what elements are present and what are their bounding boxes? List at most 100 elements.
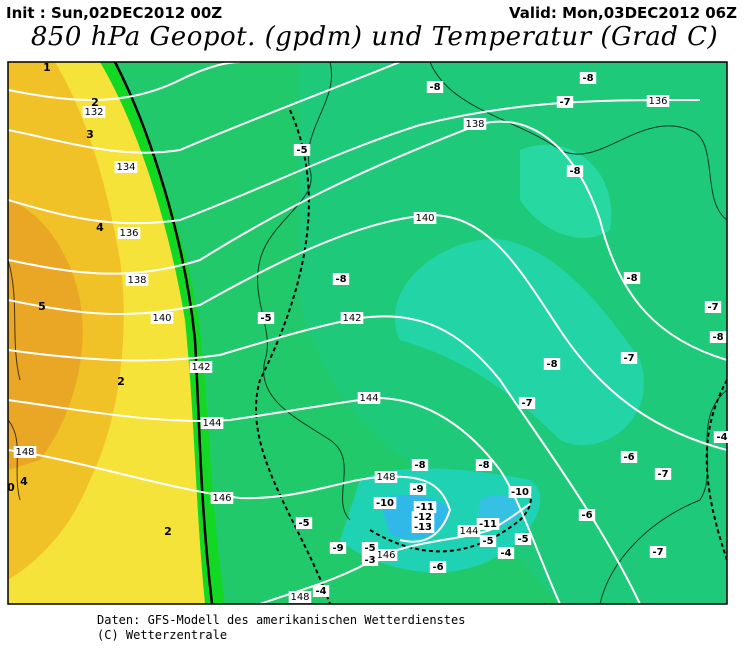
- geopotential-label-group: 138: [463, 118, 487, 130]
- temperature-label: -8: [429, 82, 440, 93]
- temperature-label: -9: [332, 543, 343, 554]
- geopotential-label: 148: [290, 592, 309, 603]
- temperature-label-group: -5: [293, 144, 311, 156]
- isotherm-label-group: 1: [43, 61, 51, 74]
- temperature-label-box: [713, 431, 731, 443]
- temperature-label-box: [654, 468, 672, 480]
- temperature-label: -5: [517, 534, 528, 545]
- temperature-label-box: [475, 459, 493, 471]
- temperature-label: -5: [296, 145, 307, 156]
- temperature-label-group: -13: [411, 521, 435, 533]
- temperature-label-group: -12: [411, 511, 435, 523]
- temperature-label-box: [566, 165, 584, 177]
- temperature-label: -8: [712, 332, 723, 343]
- temperature-label: -6: [581, 510, 592, 521]
- temperature-label-group: -4: [713, 431, 731, 443]
- geopotential-label-group: 136: [646, 95, 670, 107]
- geopotential-label: 148: [15, 447, 34, 458]
- temperature-label-group: -5: [295, 517, 313, 529]
- temperature-label: -7: [652, 547, 663, 558]
- geopotential-label-group: 138: [125, 274, 149, 286]
- geopotential-label-box: [457, 525, 481, 537]
- temperature-label-group: -6: [620, 451, 638, 463]
- temperature-label-box: [709, 331, 727, 343]
- temperature-label: -5: [364, 543, 375, 554]
- geopotential-label-group: 132: [82, 106, 106, 118]
- geopotential-label: 140: [415, 213, 434, 224]
- geopotential-label: 134: [116, 162, 135, 173]
- geopotential-label: 132: [84, 107, 103, 118]
- isotherm-label-group: 4: [20, 475, 28, 488]
- temperature-label: -6: [432, 562, 443, 573]
- geopotential-label-box: [288, 591, 312, 603]
- temperature-label-group: -5: [257, 312, 275, 324]
- temperature-label: -10: [376, 498, 394, 509]
- temperature-label-box: [579, 72, 597, 84]
- isotherm-label: 2: [164, 525, 172, 538]
- temperature-label: -8: [569, 166, 580, 177]
- isotherm-label: 4: [96, 221, 104, 234]
- geopotential-label-group: 142: [189, 361, 213, 373]
- temperature-label: -3: [364, 555, 375, 566]
- geopotential-label-group: 148: [374, 471, 398, 483]
- temperature-label: -8: [414, 460, 425, 471]
- temperature-label: -9: [412, 484, 423, 495]
- geopotential-label-group: 140: [413, 212, 437, 224]
- temperature-label-box: [426, 81, 444, 93]
- geopotential-label-box: [117, 227, 141, 239]
- geopotential-label-group: 142: [340, 312, 364, 324]
- isotherm-label-group: 3: [86, 128, 94, 141]
- temperature-label-group: -7: [556, 96, 574, 108]
- temperature-label-box: [312, 585, 330, 597]
- temperature-label-box: [332, 273, 350, 285]
- geopotential-label: 138: [465, 119, 484, 130]
- temperature-label-box: [413, 501, 437, 513]
- temperature-label: -11: [479, 519, 497, 530]
- isotherm-label: 4: [20, 475, 28, 488]
- geopotential-label-box: [125, 274, 149, 286]
- temperature-label-box: [578, 509, 596, 521]
- temperature-label-group: -4: [312, 585, 330, 597]
- temperature-label-group: -10: [373, 497, 397, 509]
- geopotential-label: 148: [376, 472, 395, 483]
- init-time: Init : Sun,02DEC2012 00Z: [6, 4, 223, 22]
- temperature-label: -4: [315, 586, 326, 597]
- temperature-label: -8: [478, 460, 489, 471]
- geopotential-label-box: [413, 212, 437, 224]
- geopotential-label-group: 140: [150, 312, 174, 324]
- temperature-label-group: -4: [497, 547, 515, 559]
- temperature-label: -7: [707, 302, 718, 313]
- geopotential-label: 136: [648, 96, 667, 107]
- isotherm-label-group: 0: [7, 481, 15, 494]
- geopotential-label-group: 144: [357, 392, 381, 404]
- temperature-label-box: [373, 497, 397, 509]
- geopotential-label-group: 144: [457, 525, 481, 537]
- temperature-label-box: [361, 554, 379, 566]
- geopotential-label-group: 136: [117, 227, 141, 239]
- geopotential-label-box: [374, 549, 398, 561]
- geopotential-label: 144: [359, 393, 378, 404]
- geopotential-label-box: [646, 95, 670, 107]
- temperature-label: -7: [623, 353, 634, 364]
- temperature-label-box: [620, 352, 638, 364]
- temperature-label-group: -5: [361, 542, 379, 554]
- temperature-label-box: [704, 301, 722, 313]
- isotherm-label-group: 5: [38, 300, 46, 313]
- isotherm-label-group: 2: [117, 375, 125, 388]
- temperature-label-group: -8: [566, 165, 584, 177]
- temperature-label-group: -6: [429, 561, 447, 573]
- isotherm-label: 3: [86, 128, 94, 141]
- temperature-label-box: [508, 486, 532, 498]
- geopotential-label: 144: [459, 526, 478, 537]
- temperature-label: -8: [335, 274, 346, 285]
- temperature-label-box: [518, 397, 536, 409]
- temperature-label-group: -7: [704, 301, 722, 313]
- geopotential-label-box: [114, 161, 138, 173]
- temperature-label-box: [623, 272, 641, 284]
- geopotential-label: 144: [202, 418, 221, 429]
- temperature-label-group: -8: [709, 331, 727, 343]
- temperature-label: -8: [626, 273, 637, 284]
- geopotential-label-box: [82, 106, 106, 118]
- isotherm-label: 0: [7, 481, 15, 494]
